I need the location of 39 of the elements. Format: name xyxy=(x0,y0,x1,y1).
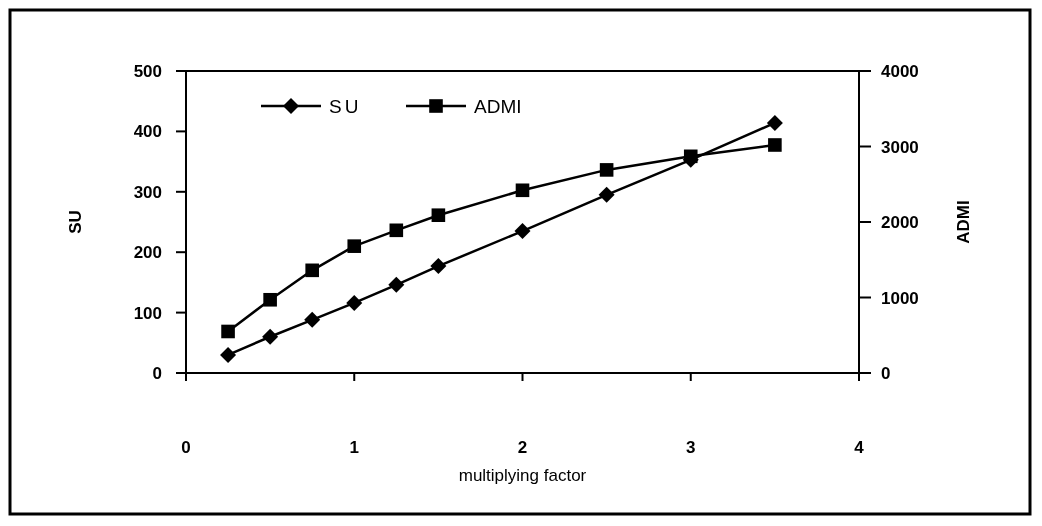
x-tick-label: 1 xyxy=(349,438,359,457)
y2-tick-label: 1000 xyxy=(881,288,919,308)
y-tick-label: 100 xyxy=(133,303,162,323)
point xyxy=(389,223,404,238)
point xyxy=(346,294,363,311)
y2-tick-label: 2000 xyxy=(881,213,919,232)
point xyxy=(599,163,614,177)
point xyxy=(347,239,362,253)
y-tick-label: 300 xyxy=(133,182,162,202)
x-tick-label: 4 xyxy=(854,438,865,457)
point xyxy=(768,138,782,152)
point xyxy=(766,114,783,131)
point xyxy=(220,346,237,363)
point xyxy=(515,183,530,198)
point xyxy=(431,208,446,223)
y-tick-label: 500 xyxy=(133,62,162,81)
y-tick-label: 0 xyxy=(152,364,162,383)
x-tick-label: 3 xyxy=(686,438,696,457)
y-tick-label: 200 xyxy=(133,243,162,263)
legend-label: SU xyxy=(329,96,362,117)
point xyxy=(263,292,277,307)
y-axis-title: SU xyxy=(66,210,85,234)
point xyxy=(598,186,615,203)
y-tick-label: 400 xyxy=(133,122,162,142)
y2-tick-label: 0 xyxy=(881,364,891,383)
point xyxy=(514,223,531,240)
x-tick-label: 0 xyxy=(181,438,191,457)
x-tick-label: 2 xyxy=(517,438,528,457)
point xyxy=(430,258,447,275)
point xyxy=(304,311,321,328)
y2-axis-title: ADMI xyxy=(954,200,973,244)
point xyxy=(262,328,279,345)
point xyxy=(388,276,405,293)
legend-label: ADMI xyxy=(474,96,522,117)
y2-tick-label: 3000 xyxy=(881,137,919,157)
x-axis-title: multiplying factor xyxy=(458,466,587,485)
y2-tick-label: 4000 xyxy=(881,62,919,81)
point xyxy=(305,263,319,278)
point xyxy=(221,324,235,339)
